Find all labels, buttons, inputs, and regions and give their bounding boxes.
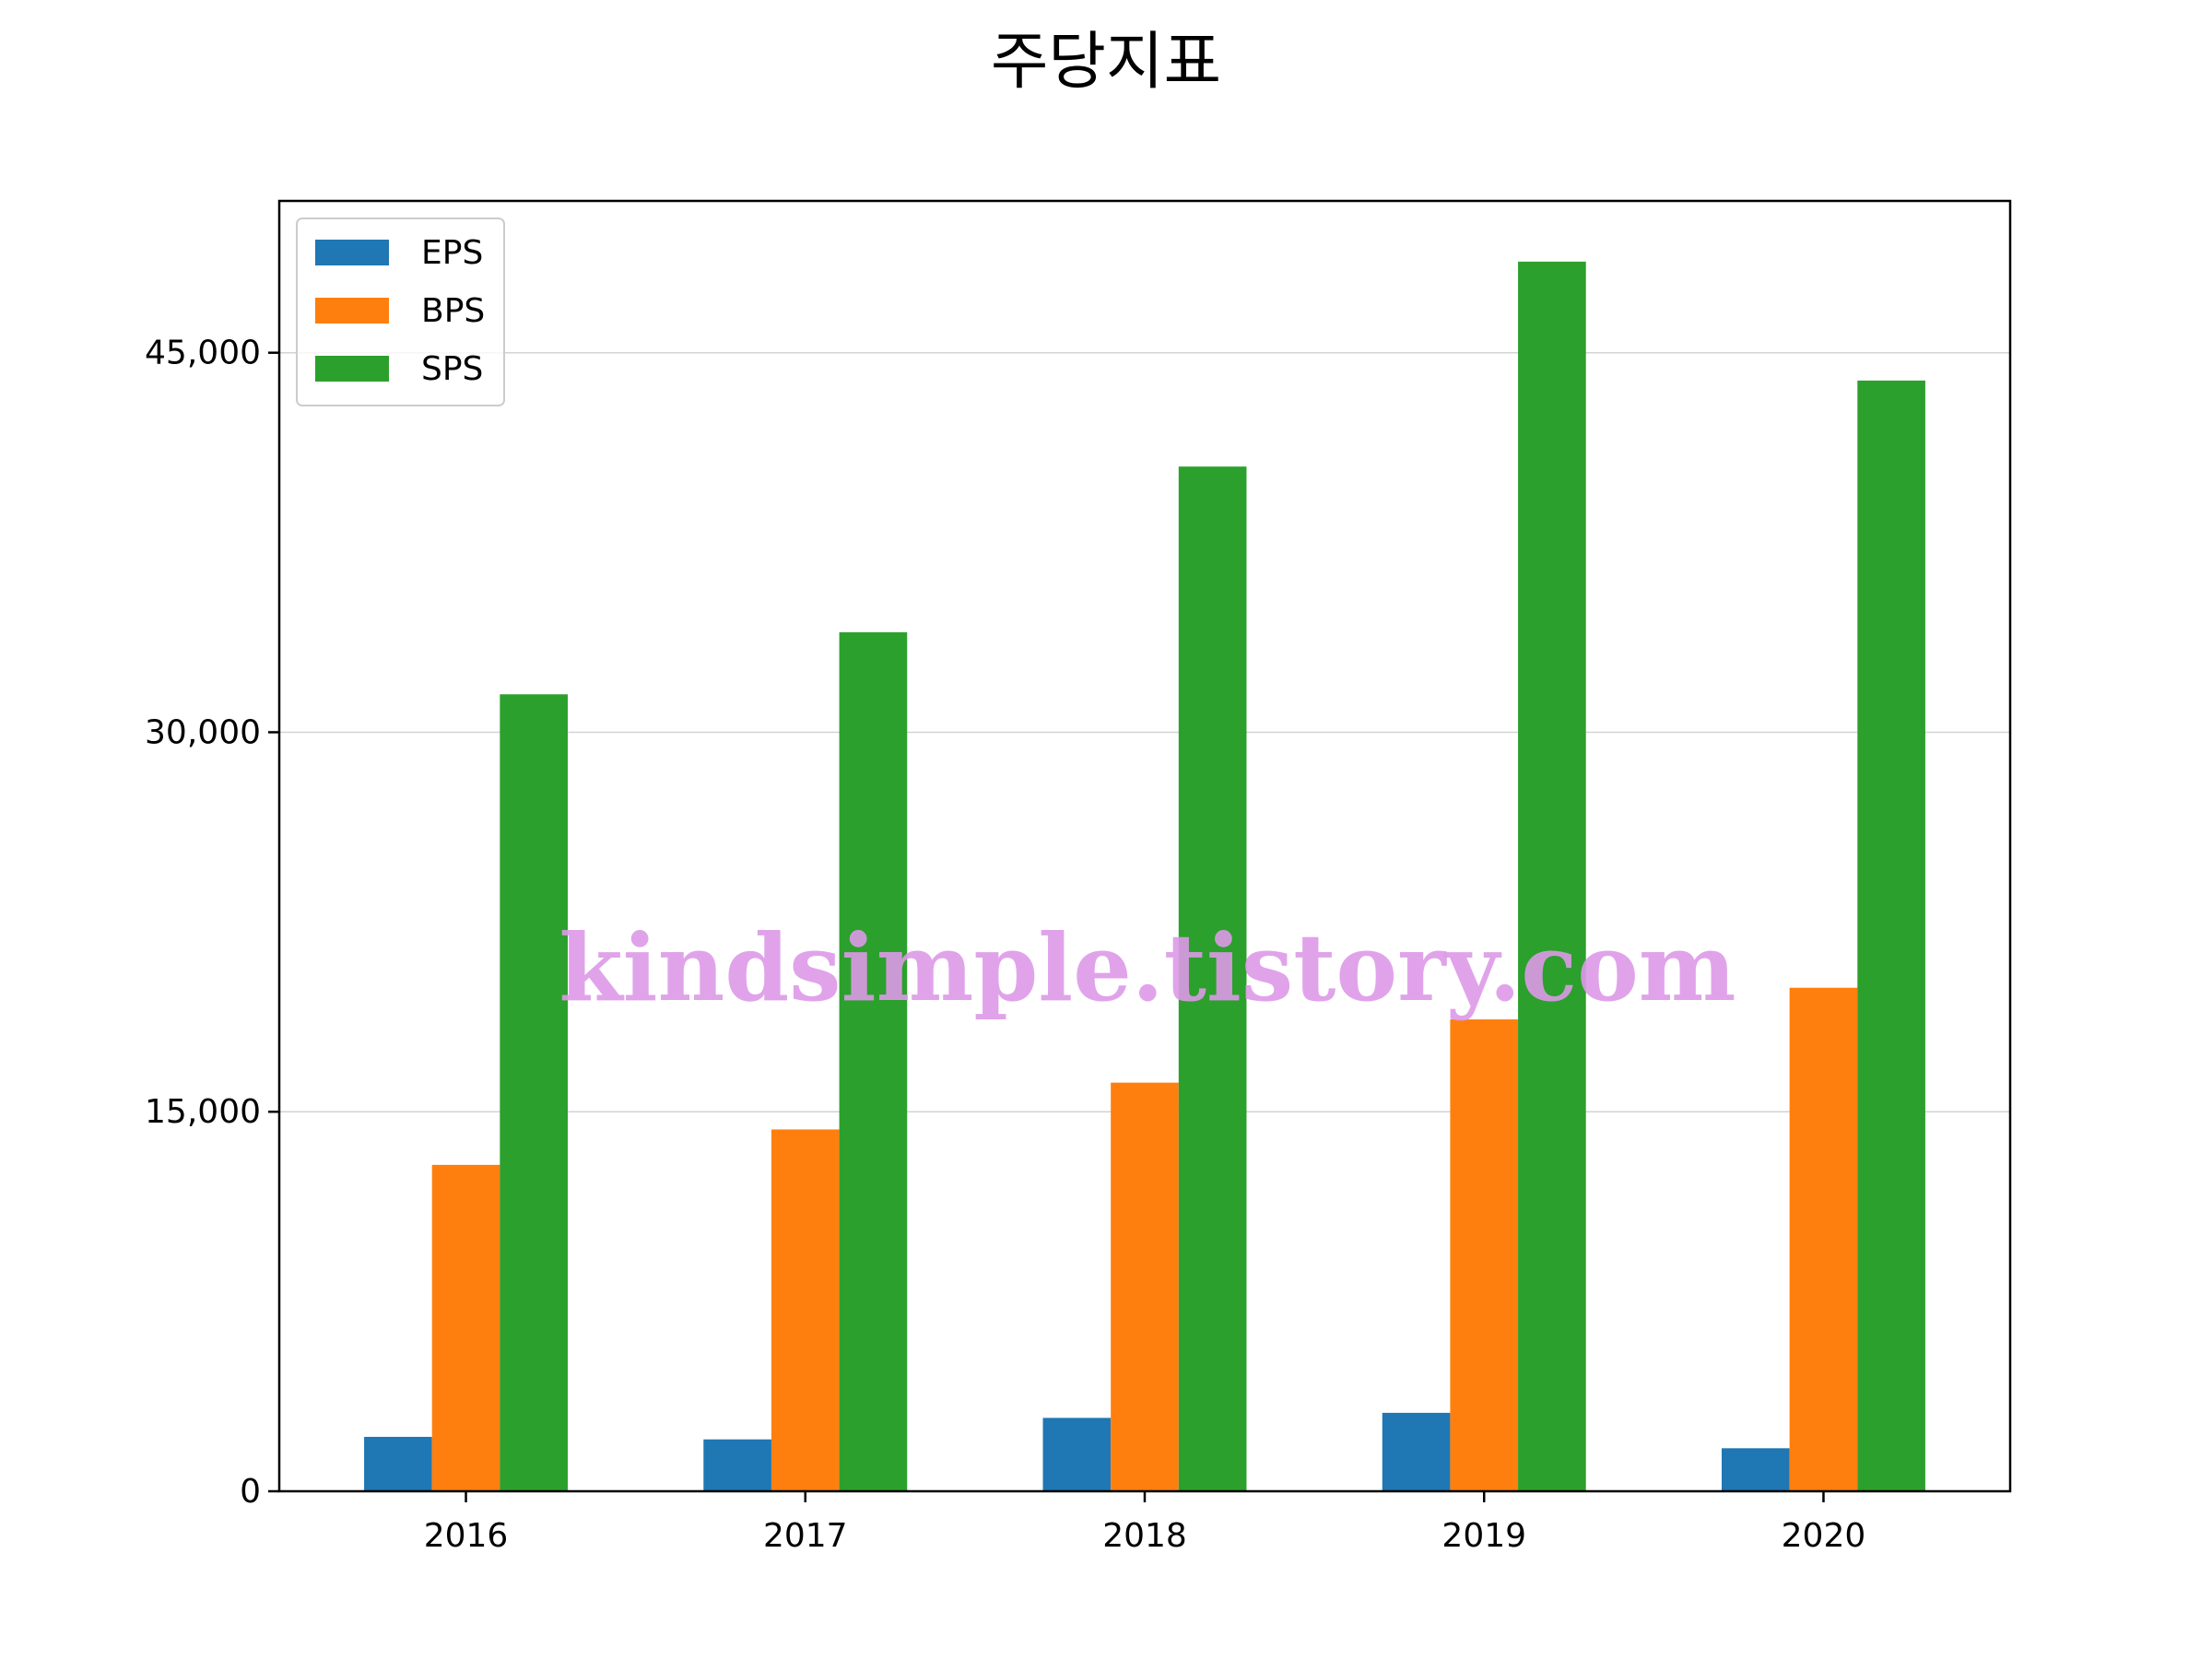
y-tick-label: 15,000 [145, 1093, 261, 1131]
x-tick-label: 2019 [1441, 1517, 1526, 1555]
bar-eps-2016 [364, 1436, 432, 1491]
bar-eps-2020 [1722, 1448, 1790, 1491]
bar-eps-2017 [703, 1439, 771, 1491]
axes: 0 15,000 30,000 45,000 2016 2017 2018 2019 2020 [145, 199, 2012, 1555]
legend-swatch-bps [315, 298, 389, 324]
bar-eps-2018 [1042, 1418, 1112, 1491]
bar-eps-2019 [1382, 1412, 1451, 1491]
chart-title: 주당지표 [991, 26, 1221, 99]
legend-swatch-eps [315, 240, 389, 265]
bar-sps-2018 [1178, 466, 1247, 1491]
bar-bps-2020 [1789, 987, 1858, 1491]
bar-bps-2016 [431, 1164, 500, 1491]
y-tick-label: 0 [240, 1473, 261, 1511]
bar-sps-2016 [500, 694, 568, 1491]
bar-bps-2017 [771, 1129, 840, 1491]
x-tick-label: 2016 [424, 1517, 509, 1555]
legend-label-eps: EPS [421, 234, 483, 272]
legend-label-sps: SPS [421, 350, 483, 388]
x-tick-label: 2017 [763, 1517, 848, 1555]
bar-sps-2019 [1518, 261, 1586, 1492]
y-tick-label: 30,000 [145, 713, 261, 751]
bar-sps-2020 [1857, 380, 1925, 1491]
watermark-text: kindsimple.tistory.com [559, 913, 1735, 1022]
watermark: kindsimple.tistory.com [559, 913, 1735, 1022]
legend-label-bps: BPS [421, 292, 485, 330]
bars [364, 261, 1925, 1492]
x-tick-label: 2018 [1102, 1517, 1187, 1555]
legend-swatch-sps [315, 356, 389, 382]
x-tick-label: 2020 [1782, 1517, 1866, 1555]
legend: EPS BPS SPS [296, 218, 505, 406]
bar-bps-2019 [1450, 1019, 1519, 1491]
bar-sps-2017 [839, 632, 908, 1491]
bar-bps-2018 [1111, 1082, 1179, 1491]
y-tick-label: 45,000 [145, 335, 261, 372]
